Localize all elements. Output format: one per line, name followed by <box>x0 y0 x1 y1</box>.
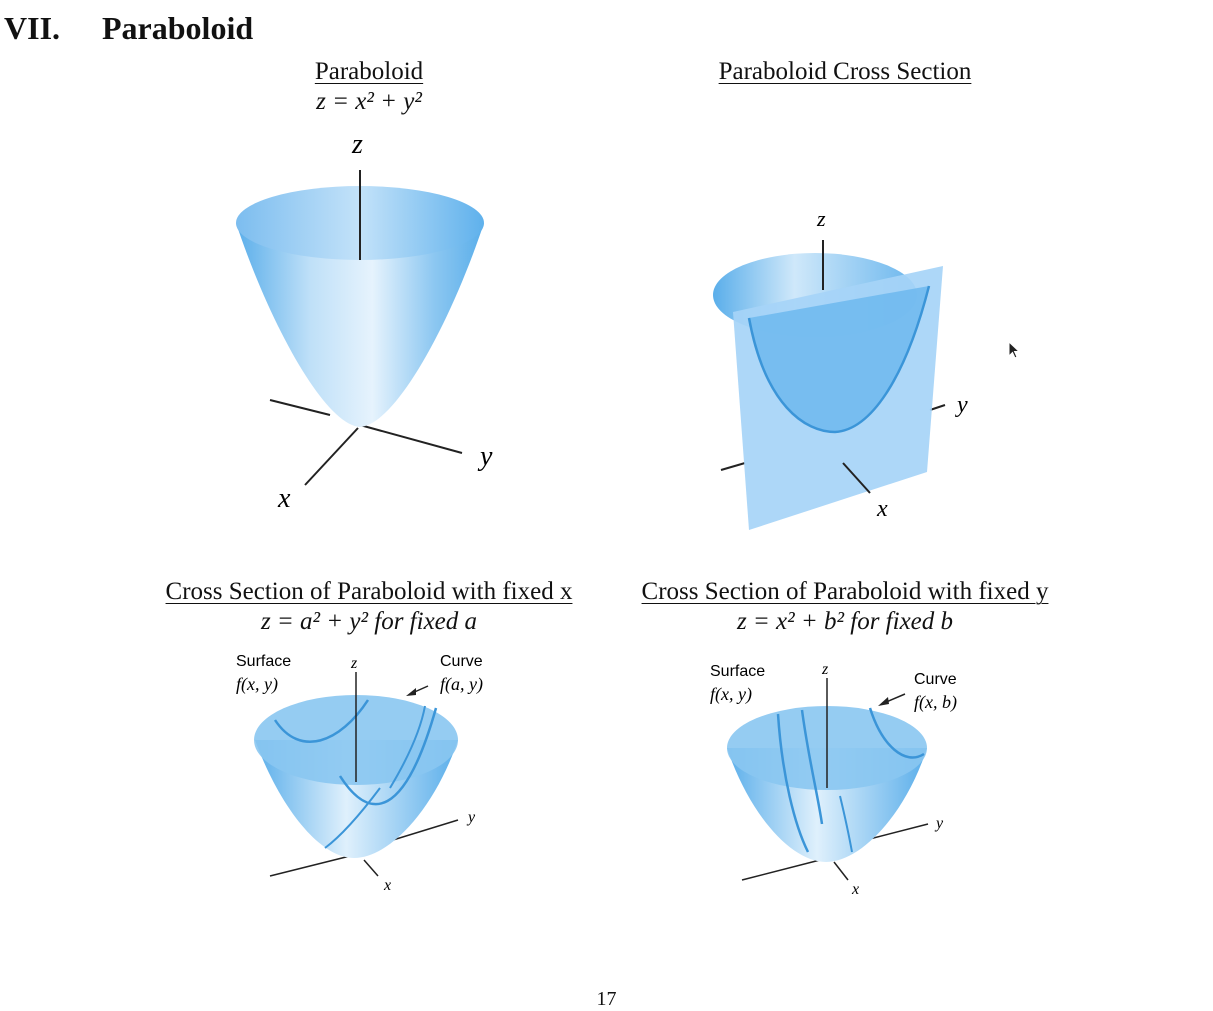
figure-3-caption: Cross Section of Paraboloid with fixed x… <box>132 578 606 636</box>
mouse-pointer-icon <box>1008 341 1021 359</box>
surface-function-label: f(x, y) <box>236 674 278 695</box>
y-axis-label: y <box>466 809 476 826</box>
curve-arrowhead <box>406 688 416 696</box>
y-axis-label: y <box>477 441 493 472</box>
curve-arrowhead <box>878 697 889 706</box>
paraboloid-cross-section-figure: z y x <box>713 206 968 530</box>
x-axis-back <box>720 462 746 471</box>
x-axis-back <box>741 859 821 881</box>
paraboloid-surface <box>236 223 484 427</box>
curve-segment-3 <box>868 707 925 759</box>
x-axis-line <box>842 462 871 494</box>
surface-function-label: f(x, y) <box>710 684 752 705</box>
figure-1-formula: z = x² + y² <box>316 88 422 115</box>
section-title: Paraboloid <box>102 10 254 46</box>
page-number: 17 <box>596 988 617 1010</box>
curve-function-label: f(x, b) <box>914 692 957 713</box>
z-axis-label: z <box>816 206 826 231</box>
curve-segment-1 <box>776 713 810 853</box>
curve-function-label: f(a, y) <box>440 674 483 695</box>
x-axis-back <box>269 855 351 877</box>
curve-label: Curve <box>914 671 957 688</box>
x-axis-line <box>304 427 359 486</box>
fixed-x-cross-section-figure: Surface f(x, y) z Curve f(a, y) y x <box>236 653 483 894</box>
figure-4-caption: Cross Section of Paraboloid with fixed y… <box>608 578 1082 636</box>
curve-label: Curve <box>440 653 483 670</box>
x-axis-label: x <box>383 877 391 894</box>
figure-4-title: Cross Section of Paraboloid with fixed y <box>641 578 1049 605</box>
figure-4-formula: z = x² + b² for fixed b <box>736 608 954 635</box>
y-axis-label: y <box>955 392 968 418</box>
surface-label: Surface <box>710 663 765 680</box>
figure-1-caption: Paraboloid z = x² + y² <box>249 58 489 116</box>
curve-segment-1 <box>273 699 370 743</box>
figure-1-title: Paraboloid <box>314 58 424 85</box>
x-axis-line <box>363 859 379 877</box>
x-axis-back <box>269 399 331 416</box>
curve-segment-3 <box>389 705 426 789</box>
z-axis-label: z <box>351 129 363 160</box>
z-axis-label: z <box>350 655 358 672</box>
y-axis-line <box>359 424 463 454</box>
section-heading: VII. Paraboloid <box>4 10 253 47</box>
x-axis-label: x <box>876 496 888 522</box>
z-axis-label: z <box>821 661 829 678</box>
y-axis-label: y <box>934 815 944 832</box>
figure-3-title: Cross Section of Paraboloid with fixed x <box>165 578 573 605</box>
fixed-y-cross-section-figure: Surface f(x, y) z Curve f(x, b) y x <box>710 661 957 898</box>
x-axis-label: x <box>277 483 291 514</box>
x-axis-line <box>833 861 849 881</box>
x-axis-label: x <box>851 881 859 898</box>
surface-label: Surface <box>236 653 291 670</box>
section-number: VII. <box>4 10 61 46</box>
figure-2-title: Paraboloid Cross Section <box>718 58 972 85</box>
paraboloid-figure: z y x <box>236 129 493 514</box>
curve-segment-2 <box>800 709 824 825</box>
curve-segment-4 <box>324 787 381 849</box>
y-axis-line <box>929 404 946 411</box>
curve-segment-2 <box>338 707 438 806</box>
curve-segment-4 <box>839 795 853 853</box>
figure-2-caption: Paraboloid Cross Section <box>645 58 1045 86</box>
cross-section-curve <box>747 285 931 434</box>
figure-3-formula: z = a² + y² for fixed a <box>260 608 478 635</box>
